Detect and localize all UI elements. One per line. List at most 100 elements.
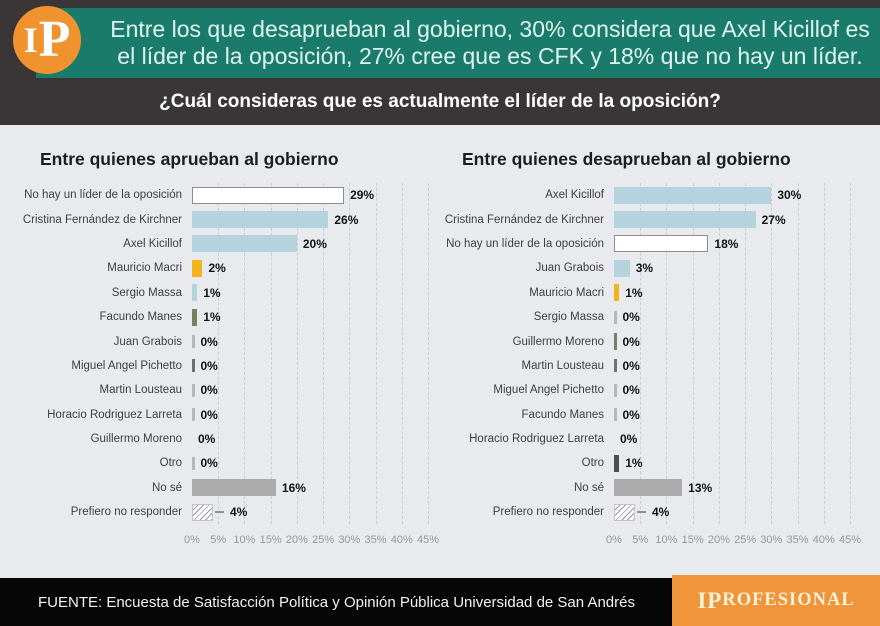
gridline — [428, 183, 429, 525]
bar — [192, 456, 195, 470]
gridline — [850, 183, 851, 525]
value-label: 13% — [688, 480, 713, 495]
chart-row: Martin Lousteau 0% — [20, 378, 428, 402]
value-label: 1% — [203, 310, 221, 325]
category-label: Otro — [581, 457, 604, 470]
bar — [614, 211, 756, 229]
row-plot: 0% — [614, 383, 850, 397]
iprofesional-brand: IP ROFESIONAL — [672, 575, 880, 626]
row-plot: 0% — [192, 432, 428, 446]
axis-tick-label: 10% — [655, 534, 678, 547]
gridline — [270, 183, 272, 525]
gridline — [375, 183, 377, 525]
row-plot: 20% — [192, 235, 428, 253]
bar — [192, 503, 213, 521]
row-plot: 3% — [614, 259, 850, 277]
chart-row: No hay un líder de la oposición 18% — [442, 232, 850, 256]
bar — [192, 335, 195, 349]
chart-row: Mauricio Macri 2% — [20, 256, 428, 280]
axis-tick-label: 40% — [812, 534, 835, 547]
brand-prefix: IP — [697, 587, 723, 613]
axis-tick-label: 20% — [285, 534, 308, 547]
category-label: Cristina Fernández de Kirchner — [444, 213, 604, 226]
chart-row: Prefiero no responder 4% — [20, 500, 428, 524]
category-label: Mauricio Macri — [529, 286, 604, 299]
axis-tick-label: 25% — [734, 534, 757, 547]
category-label: Guillermo Moreno — [90, 433, 182, 446]
footer: FUENTE: Encuesta de Satisfacción Polític… — [0, 575, 880, 626]
gridline — [640, 183, 642, 525]
gridline — [323, 183, 325, 525]
row-plot: 26% — [192, 211, 428, 229]
chart-row: Facundo Manes 0% — [442, 403, 850, 427]
bar — [192, 359, 195, 373]
bar — [192, 211, 329, 229]
chart-approve: Entre quienes aprueban al gobierno No ha… — [20, 125, 439, 575]
value-label: 4% — [229, 505, 248, 520]
axis-tick-label: 25% — [312, 534, 335, 547]
category-label: Martin Lousteau — [521, 359, 604, 372]
axis-tick-label: 45% — [838, 534, 862, 547]
row-plot: 29% — [192, 186, 428, 204]
chart-rows: Axel Kicillof 30% Cristina Fernández de Ki… — [442, 183, 851, 525]
bar — [192, 408, 195, 422]
chart-row: Juan Grabois 0% — [20, 329, 428, 353]
value-label: 0% — [198, 432, 216, 447]
value-label: 1% — [203, 285, 221, 300]
gridline — [349, 183, 351, 525]
chart-row: No hay un líder de la oposición 29% — [20, 183, 428, 207]
category-label: Horacio Rodriguez Larreta — [47, 408, 182, 421]
row-plot: 0% — [192, 359, 428, 373]
category-label: Sergio Massa — [533, 311, 604, 324]
value-label: 4% — [651, 505, 670, 520]
leader-line — [636, 511, 646, 514]
value-label: 30% — [777, 188, 802, 203]
category-label: Martin Lousteau — [99, 384, 182, 397]
row-plot: 16% — [192, 479, 428, 497]
headline-line1: Entre los que desaprueban al gobierno, 3… — [110, 15, 870, 42]
bar — [614, 284, 620, 302]
gridlines — [192, 183, 429, 525]
gridline — [745, 183, 747, 525]
row-plot: 0% — [192, 408, 428, 422]
value-label: 0% — [622, 358, 640, 373]
row-plot: 0% — [614, 408, 850, 422]
ip-logo-icon: I P — [13, 6, 81, 74]
category-label: Axel Kicillof — [545, 189, 604, 202]
row-plot: 0% — [614, 359, 850, 373]
row-plot: 18% — [614, 235, 850, 253]
axis-tick-label: 0% — [184, 534, 200, 547]
value-label: 0% — [622, 334, 640, 349]
bar — [614, 359, 617, 373]
gridline — [692, 183, 694, 525]
gridlines — [614, 183, 851, 525]
source-text: FUENTE: Encuesta de Satisfacción Polític… — [38, 593, 635, 611]
gridline — [244, 183, 246, 525]
axis-tick-label: 20% — [707, 534, 730, 547]
gridline — [823, 183, 825, 525]
axis-tick-label: 40% — [390, 534, 413, 547]
bar — [614, 333, 617, 351]
bar — [614, 479, 683, 497]
category-label: No hay un líder de la oposición — [24, 189, 182, 202]
category-label: No hay un líder de la oposición — [446, 237, 604, 250]
row-plot: 30% — [614, 186, 850, 204]
gridline — [296, 183, 298, 525]
bar — [614, 235, 709, 253]
headline-banner: Entre los que desaprueban al gobierno, 3… — [36, 8, 880, 78]
bar — [614, 503, 635, 521]
row-plot: 4% — [192, 503, 428, 521]
chart-row: Facundo Manes 1% — [20, 305, 428, 329]
category-label: Otro — [159, 457, 182, 470]
axis-tick-label: 5% — [632, 534, 649, 547]
row-plot: 1% — [614, 284, 850, 302]
value-label: 0% — [200, 358, 218, 373]
row-plot: 1% — [614, 454, 850, 472]
bar — [192, 235, 297, 253]
x-axis: 0% 5% 10% 15% 20% 25% 30% 35% 40% 45% — [184, 530, 439, 554]
value-label: 3% — [635, 261, 654, 276]
category-label: Miguel Angel Pichetto — [71, 359, 182, 372]
bar — [614, 454, 620, 472]
row-plot: 0% — [192, 335, 428, 349]
axis-tick-label: 10% — [233, 534, 256, 547]
